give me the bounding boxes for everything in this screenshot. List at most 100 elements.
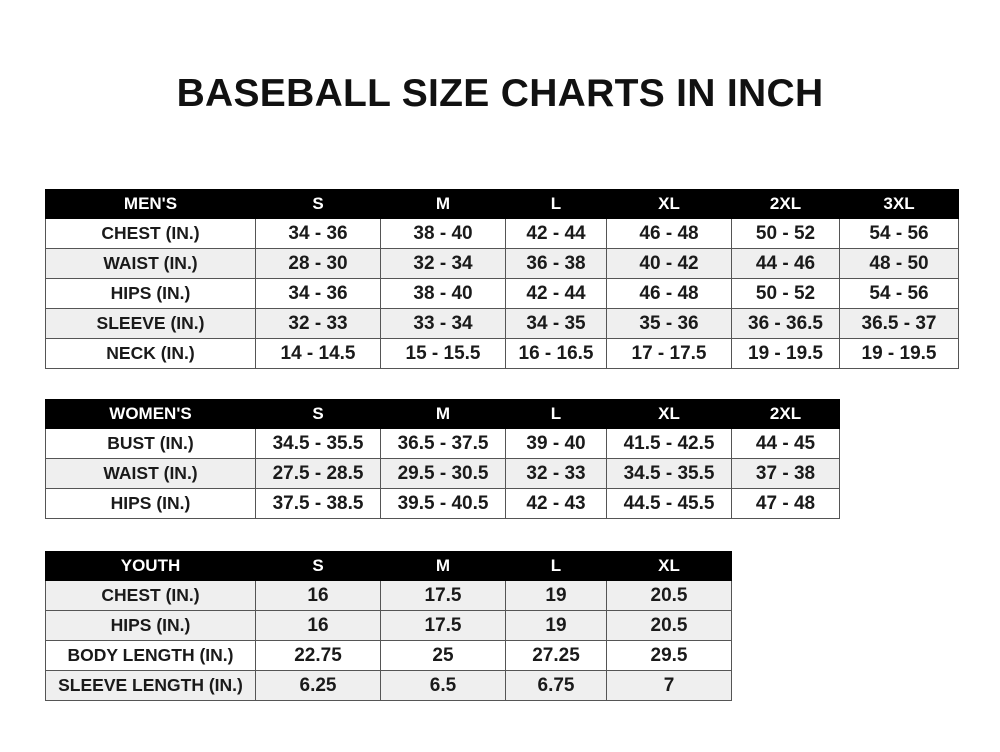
measurement-value: 34.5 - 35.5 xyxy=(255,428,381,459)
size-header: M xyxy=(380,551,506,581)
category-header: WOMEN'S xyxy=(45,399,256,429)
measurement-value: 6.75 xyxy=(505,670,607,701)
measurement-value: 38 - 40 xyxy=(380,278,506,309)
measurement-value: 50 - 52 xyxy=(731,218,840,249)
table-row: BUST (IN.) 34.5 - 35.5 36.5 - 37.5 39 - 40 4… xyxy=(45,428,840,459)
measurement-value: 47 - 48 xyxy=(731,488,840,519)
measurement-label: WAIST (IN.) xyxy=(45,248,256,279)
measurement-value: 54 - 56 xyxy=(839,278,959,309)
measurement-label: HIPS (IN.) xyxy=(45,278,256,309)
measurement-value: 16 xyxy=(255,580,381,611)
size-header: S xyxy=(255,189,381,219)
measurement-value: 39 - 40 xyxy=(505,428,607,459)
table-row: BODY LENGTH (IN.) 22.75 25 27.25 29.5 xyxy=(45,640,732,671)
table-row: SLEEVE (IN.) 32 - 33 33 - 34 34 - 35 35 - 36… xyxy=(45,308,959,339)
category-header: MEN'S xyxy=(45,189,256,219)
measurement-value: 28 - 30 xyxy=(255,248,381,279)
measurement-value: 17 - 17.5 xyxy=(606,338,732,369)
size-header: S xyxy=(255,399,381,429)
measurement-value: 41.5 - 42.5 xyxy=(606,428,732,459)
measurement-value: 36 - 36.5 xyxy=(731,308,840,339)
measurement-value: 34.5 - 35.5 xyxy=(606,458,732,489)
measurement-value: 42 - 44 xyxy=(505,278,607,309)
measurement-value: 36.5 - 37.5 xyxy=(380,428,506,459)
measurement-value: 54 - 56 xyxy=(839,218,959,249)
measurement-value: 46 - 48 xyxy=(606,278,732,309)
measurement-value: 44 - 46 xyxy=(731,248,840,279)
measurement-value: 29.5 - 30.5 xyxy=(380,458,506,489)
size-header: XL xyxy=(606,189,732,219)
measurement-value: 46 - 48 xyxy=(606,218,732,249)
measurement-value: 34 - 36 xyxy=(255,218,381,249)
measurement-value: 44 - 45 xyxy=(731,428,840,459)
measurement-value: 35 - 36 xyxy=(606,308,732,339)
table-row: HIPS (IN.) 16 17.5 19 20.5 xyxy=(45,610,732,641)
measurement-value: 25 xyxy=(380,640,506,671)
size-header: S xyxy=(255,551,381,581)
measurement-label: HIPS (IN.) xyxy=(45,610,256,641)
measurement-label: CHEST (IN.) xyxy=(45,218,256,249)
measurement-value: 16 - 16.5 xyxy=(505,338,607,369)
measurement-value: 42 - 44 xyxy=(505,218,607,249)
size-header: M xyxy=(380,189,506,219)
measurement-value: 19 xyxy=(505,610,607,641)
table-row: WAIST (IN.) 28 - 30 32 - 34 36 - 38 40 - 42 4… xyxy=(45,248,959,279)
measurement-value: 48 - 50 xyxy=(839,248,959,279)
measurement-value: 36.5 - 37 xyxy=(839,308,959,339)
measurement-value: 7 xyxy=(606,670,732,701)
measurement-value: 19 - 19.5 xyxy=(839,338,959,369)
measurement-value: 20.5 xyxy=(606,580,732,611)
measurement-label: NECK (IN.) xyxy=(45,338,256,369)
measurement-value: 32 - 34 xyxy=(380,248,506,279)
measurement-value: 42 - 43 xyxy=(505,488,607,519)
measurement-value: 27.25 xyxy=(505,640,607,671)
measurement-value: 37.5 - 38.5 xyxy=(255,488,381,519)
mens-size-table: MEN'S S M L XL 2XL 3XL CHEST (IN.) 34 - 36 38 - 4… xyxy=(45,189,959,369)
table-row: CHEST (IN.) 16 17.5 19 20.5 xyxy=(45,580,732,611)
measurement-value: 17.5 xyxy=(380,580,506,611)
measurement-value: 44.5 - 45.5 xyxy=(606,488,732,519)
size-header: XL xyxy=(606,399,732,429)
measurement-label: HIPS (IN.) xyxy=(45,488,256,519)
size-header: L xyxy=(505,189,607,219)
table-row: SLEEVE LENGTH (IN.) 6.25 6.5 6.75 7 xyxy=(45,670,732,701)
measurement-value: 37 - 38 xyxy=(731,458,840,489)
table-row: HIPS (IN.) 34 - 36 38 - 40 42 - 44 46 - 48 50… xyxy=(45,278,959,309)
table-header-row: MEN'S S M L XL 2XL 3XL xyxy=(45,189,959,219)
measurement-label: SLEEVE (IN.) xyxy=(45,308,256,339)
measurement-value: 36 - 38 xyxy=(505,248,607,279)
measurement-value: 6.5 xyxy=(380,670,506,701)
measurement-value: 33 - 34 xyxy=(380,308,506,339)
measurement-value: 32 - 33 xyxy=(505,458,607,489)
page-title: BASEBALL SIZE CHARTS IN INCH xyxy=(176,72,824,115)
measurement-value: 40 - 42 xyxy=(606,248,732,279)
table-row: NECK (IN.) 14 - 14.5 15 - 15.5 16 - 16.5 17 … xyxy=(45,338,959,369)
measurement-value: 50 - 52 xyxy=(731,278,840,309)
size-header: M xyxy=(380,399,506,429)
measurement-value: 14 - 14.5 xyxy=(255,338,381,369)
category-header: YOUTH xyxy=(45,551,256,581)
measurement-value: 34 - 35 xyxy=(505,308,607,339)
measurement-value: 16 xyxy=(255,610,381,641)
table-header-row: WOMEN'S S M L XL 2XL xyxy=(45,399,840,429)
measurement-value: 27.5 - 28.5 xyxy=(255,458,381,489)
measurement-value: 39.5 - 40.5 xyxy=(380,488,506,519)
measurement-value: 19 - 19.5 xyxy=(731,338,840,369)
size-header: XL xyxy=(606,551,732,581)
measurement-value: 19 xyxy=(505,580,607,611)
measurement-value: 17.5 xyxy=(380,610,506,641)
measurement-value: 34 - 36 xyxy=(255,278,381,309)
measurement-value: 29.5 xyxy=(606,640,732,671)
size-header: 3XL xyxy=(839,189,959,219)
size-header: L xyxy=(505,399,607,429)
measurement-label: BODY LENGTH (IN.) xyxy=(45,640,256,671)
measurement-label: BUST (IN.) xyxy=(45,428,256,459)
youth-size-table: YOUTH S M L XL CHEST (IN.) 16 17.5 19 20.5 HIPS (I… xyxy=(45,551,732,701)
size-header: L xyxy=(505,551,607,581)
measurement-value: 20.5 xyxy=(606,610,732,641)
measurement-value: 6.25 xyxy=(255,670,381,701)
table-header-row: YOUTH S M L XL xyxy=(45,551,732,581)
measurement-label: SLEEVE LENGTH (IN.) xyxy=(45,670,256,701)
measurement-value: 22.75 xyxy=(255,640,381,671)
size-header: 2XL xyxy=(731,189,840,219)
